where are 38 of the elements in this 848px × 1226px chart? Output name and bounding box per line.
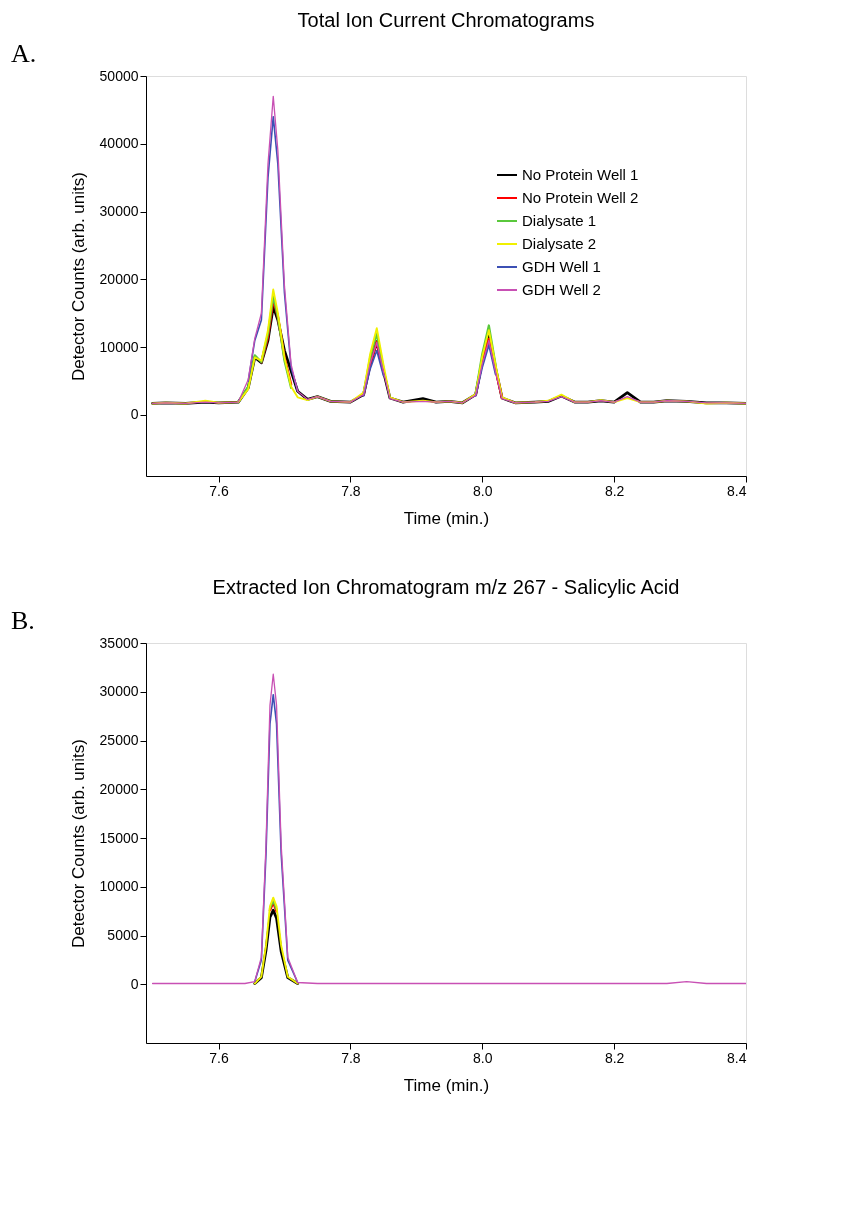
x-tick-label: 8.0 [473, 482, 493, 499]
x-tick-label: 8.2 [604, 1049, 625, 1066]
x-axis-title: Time (min.) [403, 508, 490, 528]
x-tick-label: 7.8 [341, 1049, 361, 1066]
y-tick-label: 30000 [99, 203, 139, 220]
legend-label: Dialysate 2 [522, 235, 597, 252]
x-tick-label: 8.4 [727, 1049, 747, 1066]
y-tick-label: 40000 [99, 135, 139, 152]
x-tick-label: 8.4 [727, 482, 747, 499]
y-tick-label: 20000 [99, 780, 139, 797]
y-tick-label: 25000 [99, 732, 139, 749]
x-tick-label: 7.8 [341, 482, 361, 499]
legend-label: No Protein Well 1 [522, 166, 639, 183]
y-axis-title: Detector Counts (arb. units) [68, 739, 88, 948]
y-tick-label: 5000 [107, 927, 139, 944]
y-tick-label: 10000 [99, 338, 139, 355]
legend-label: GDH Well 1 [522, 258, 601, 275]
chart-title: Extracted Ion Chromatogram m/z 267 - Salicylic Acid [212, 576, 680, 598]
x-tick-label: 7.6 [209, 482, 229, 499]
y-tick-label: 30000 [99, 683, 139, 700]
y-tick-label: 50000 [99, 67, 139, 84]
x-tick-label: 8.2 [604, 482, 625, 499]
y-tick-label: 20000 [99, 270, 139, 287]
text: A. [11, 39, 37, 68]
x-tick-label: 7.6 [209, 1049, 229, 1066]
y-tick-label: 15000 [99, 829, 139, 846]
legend-label: GDH Well 2 [522, 281, 601, 298]
y-tick-label: 35000 [99, 634, 139, 651]
y-axis-title: Detector Counts (arb. units) [68, 172, 88, 381]
y-tick-label: 0 [130, 406, 139, 423]
chart-title: Total Ion Current Chromatograms [297, 9, 595, 31]
x-axis-title: Time (min.) [403, 1075, 490, 1095]
legend-label: Dialysate 1 [522, 212, 597, 229]
legend-label: No Protein Well 2 [522, 189, 639, 206]
x-tick-label: 8.0 [473, 1049, 493, 1066]
y-tick-label: 0 [130, 975, 139, 992]
y-tick-label: 10000 [99, 878, 139, 895]
text: B. [11, 606, 35, 635]
